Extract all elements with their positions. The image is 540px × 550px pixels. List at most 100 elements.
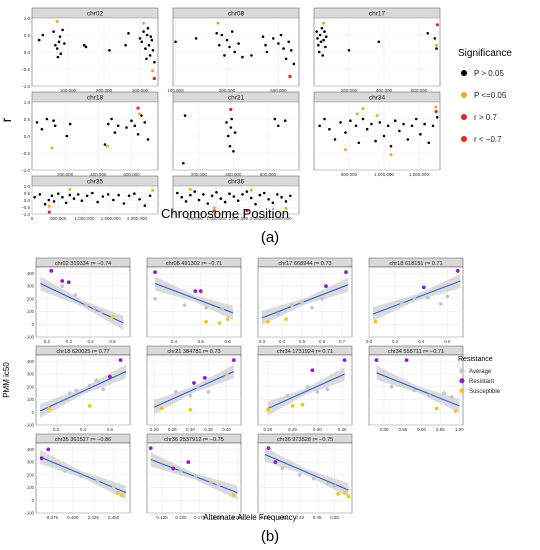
point-p-gt-005 [210, 194, 214, 198]
point-p-gt-005 [143, 204, 147, 207]
point-p-gt-005 [378, 121, 382, 124]
point-p-gt-005 [41, 33, 45, 37]
facet-b-9: chr36 2537912 r= −0.75 0.125 0.150 0.175 0.2… [146, 433, 243, 520]
regression-line [154, 283, 234, 314]
point-p-gt-005 [53, 124, 57, 128]
panel-a-x-label: Chromosome Position [161, 206, 289, 221]
x-tick-label: 200,000 [341, 88, 358, 93]
x-tick-label: 0.35 [338, 427, 347, 432]
point-p-gt-005 [229, 126, 233, 129]
point-average [195, 384, 200, 389]
point-p-gt-005 [225, 121, 228, 124]
point-p-le-005 [344, 148, 347, 152]
point-p-gt-005 [194, 37, 198, 40]
point-resistant [66, 280, 71, 285]
x-tick-label: 0.450 [108, 515, 120, 520]
point-resistant [171, 466, 176, 471]
point-p-le-005 [435, 43, 438, 47]
y-tick-label: 1.0 [24, 16, 31, 21]
point-p-gt-005 [80, 199, 84, 202]
point-p-gt-005 [265, 50, 269, 54]
point-p-gt-005 [193, 190, 197, 193]
y-tick-label: −0.5 [21, 205, 30, 210]
facet-b-6: chr34 1731924 r= 0.71 0.20 0.25 0.30 0.35 [257, 345, 353, 432]
x-tick-label: 1,500,000 [409, 172, 430, 177]
y-tick-label: 100 [27, 485, 35, 490]
legend-b-key [459, 368, 465, 374]
x-tick-label: 1,000,000 [74, 216, 95, 221]
point-p-gt-005 [321, 54, 325, 57]
point-p-gt-005 [85, 194, 89, 198]
point-p-gt-005 [101, 195, 105, 198]
point-p-gt-005 [35, 121, 39, 124]
point-p-gt-005 [344, 131, 347, 134]
point-p-gt-005 [117, 193, 120, 197]
point-resistant [455, 268, 460, 273]
x-tick-label: 500,000 [270, 88, 287, 93]
point-average [74, 388, 79, 393]
point-p-gt-005 [127, 32, 130, 35]
point-p-gt-005 [38, 193, 42, 196]
x-tick-label: 0.6 [107, 427, 114, 432]
point-p-gt-005 [68, 193, 72, 197]
point-susceptible [225, 317, 230, 322]
point-r-extreme [136, 106, 140, 110]
point-susceptible [266, 319, 270, 324]
point-r-extreme [435, 23, 439, 27]
facet-b-10: chr36 973528 r= −0.75 0.30 0.35 0.40 0.45 0.5… [257, 433, 353, 520]
x-tick-label: 0.90 [417, 427, 426, 432]
point-p-gt-005 [112, 198, 115, 202]
point-p-le-005 [50, 146, 54, 150]
point-susceptible [119, 493, 124, 498]
point-average [182, 303, 187, 308]
point-p-le-005 [249, 188, 253, 192]
y-tick-label: 300 [27, 372, 35, 377]
point-p-gt-005 [431, 124, 435, 128]
point-p-gt-005 [174, 40, 177, 44]
x-tick-label: 200,000 [57, 172, 74, 177]
point-p-gt-005 [122, 202, 126, 205]
point-r-extreme [152, 76, 156, 81]
point-average [427, 393, 432, 398]
point-average [178, 469, 183, 473]
point-p-gt-005 [264, 43, 267, 47]
point-p-gt-005 [406, 138, 410, 141]
facet-title: chr17 668944 r= 0.73 [278, 261, 331, 267]
facet-title: chr36 973528 r= −0.75 [277, 437, 334, 443]
point-r-extreme [288, 74, 292, 79]
point-p-gt-005 [43, 202, 47, 206]
x-tick-label: 0.0 [366, 339, 373, 344]
point-p-gt-005 [184, 200, 188, 203]
point-p-gt-005 [54, 43, 57, 47]
legend-a-key [461, 70, 467, 76]
y-tick-label: 0 [32, 410, 35, 415]
point-average [79, 474, 83, 478]
x-tick-label: 1.00 [455, 427, 464, 432]
point-p-gt-005 [148, 54, 152, 57]
point-p-gt-005 [57, 40, 61, 44]
facet-title: chr18 618151 r= 0.71 [389, 261, 442, 267]
point-susceptible [110, 314, 115, 319]
point-p-gt-005 [215, 191, 218, 194]
facet-a-chr02: chr02 −1.0 −0.5 0.0 0.5 1.0 100,000 200,000 300,… [21, 7, 159, 93]
point-average [449, 395, 454, 399]
point-p-gt-005 [59, 52, 63, 55]
x-tick-label: 600,000 [260, 172, 277, 177]
point-p-gt-005 [320, 26, 324, 30]
facet-title: chr18 [87, 95, 104, 102]
y-tick-label: 0.0 [24, 50, 31, 55]
point-r-extreme [229, 107, 233, 112]
point-average [300, 300, 304, 305]
point-p-gt-005 [370, 122, 373, 126]
y-tick-label: 0 [32, 322, 35, 327]
point-p-gt-005 [398, 129, 401, 133]
point-average [442, 391, 447, 396]
point-p-gt-005 [230, 30, 234, 33]
point-average [193, 474, 198, 478]
point-p-gt-005 [147, 43, 151, 47]
point-p-gt-005 [182, 161, 185, 165]
x-tick-label: 0.35 [278, 515, 287, 520]
facet-title: chr34 [369, 95, 386, 102]
point-p-gt-005 [357, 141, 361, 145]
point-p-gt-005 [127, 194, 131, 198]
